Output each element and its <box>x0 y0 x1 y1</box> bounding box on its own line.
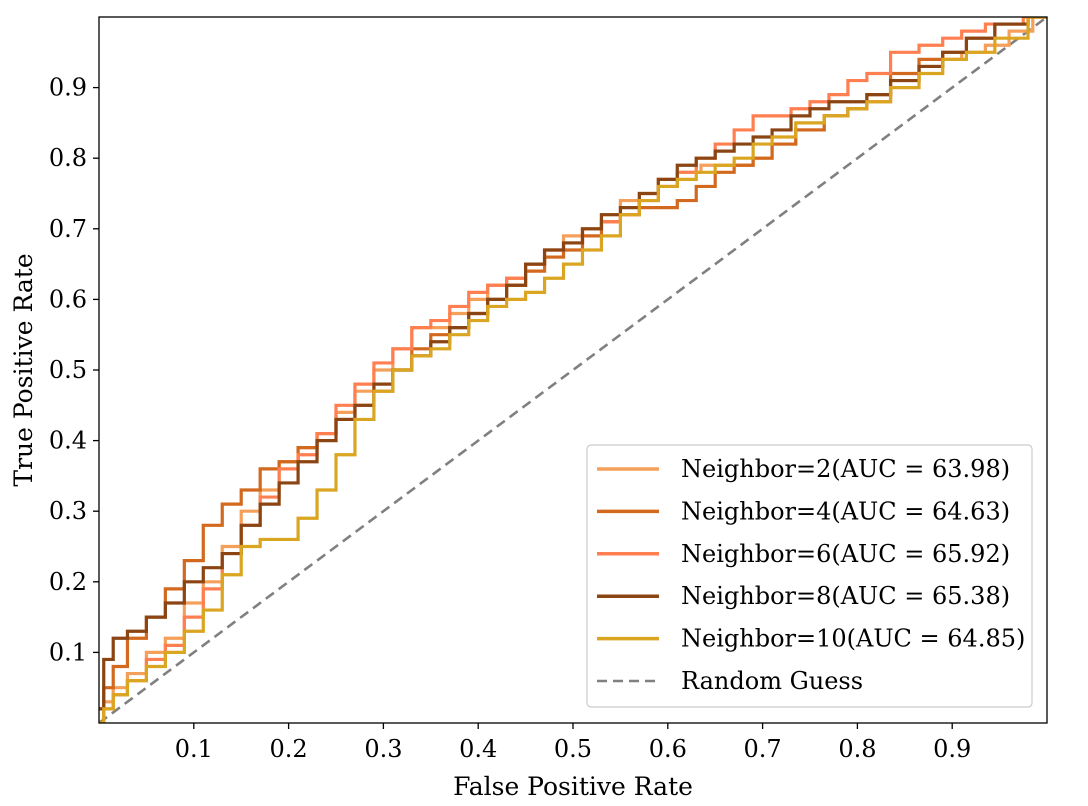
x-tick-label: 0.7 <box>744 735 782 763</box>
x-tick-label: 0.4 <box>459 735 497 763</box>
legend-box <box>586 444 1033 708</box>
y-tick-label: 0.9 <box>49 74 87 102</box>
x-tick-label: 0.2 <box>270 735 308 763</box>
series-line-neighbor-8-auc-65-38 <box>99 17 1047 711</box>
y-tick-label: 0.7 <box>49 215 87 243</box>
x-tick-label: 0.5 <box>554 735 592 763</box>
y-tick-label: 0.3 <box>49 497 87 525</box>
x-tick-label: 0.6 <box>649 735 687 763</box>
legend-label-neighbor-2-auc-63-98: Neighbor=2(AUC = 63.98) <box>681 455 1010 483</box>
series-line-random-guess <box>99 17 1047 723</box>
x-axis-label: False Positive Rate <box>453 772 693 801</box>
series-layer <box>99 17 1047 723</box>
x-tick-label: 0.8 <box>838 735 876 763</box>
ticks-layer: 0.1 0.2 0.3 0.4 0.5 0.6 0.7 0.8 0.9 0.1 0.2 0.3 0.4 0… <box>49 74 971 763</box>
legend: Neighbor=2(AUC = 63.98) Neighbor=4(AUC = … <box>586 444 1033 708</box>
x-tick-label: 0.3 <box>364 735 402 763</box>
x-tick-label: 0.1 <box>175 735 213 763</box>
legend-label-neighbor-10-auc-64-85: Neighbor=10(AUC = 64.85) <box>681 625 1025 653</box>
x-tick-label: 0.9 <box>933 735 971 763</box>
y-tick-label: 0.4 <box>49 427 87 455</box>
legend-label-neighbor-6-auc-65-92: Neighbor=6(AUC = 65.92) <box>681 540 1010 568</box>
y-tick-label: 0.1 <box>49 638 87 666</box>
y-axis-label: True Positive Rate <box>9 253 38 486</box>
legend-label-random-guess: Random Guess <box>681 667 863 695</box>
y-tick-label: 0.2 <box>49 568 87 596</box>
legend-label-neighbor-8-auc-65-38: Neighbor=8(AUC = 65.38) <box>681 582 1010 610</box>
series-line-neighbor-10-auc-64-85 <box>99 17 1047 723</box>
y-tick-label: 0.6 <box>49 285 87 313</box>
y-tick-label: 0.5 <box>49 356 87 384</box>
legend-label-neighbor-4-auc-64-63: Neighbor=4(AUC = 64.63) <box>681 497 1010 525</box>
y-tick-label: 0.8 <box>49 144 87 172</box>
